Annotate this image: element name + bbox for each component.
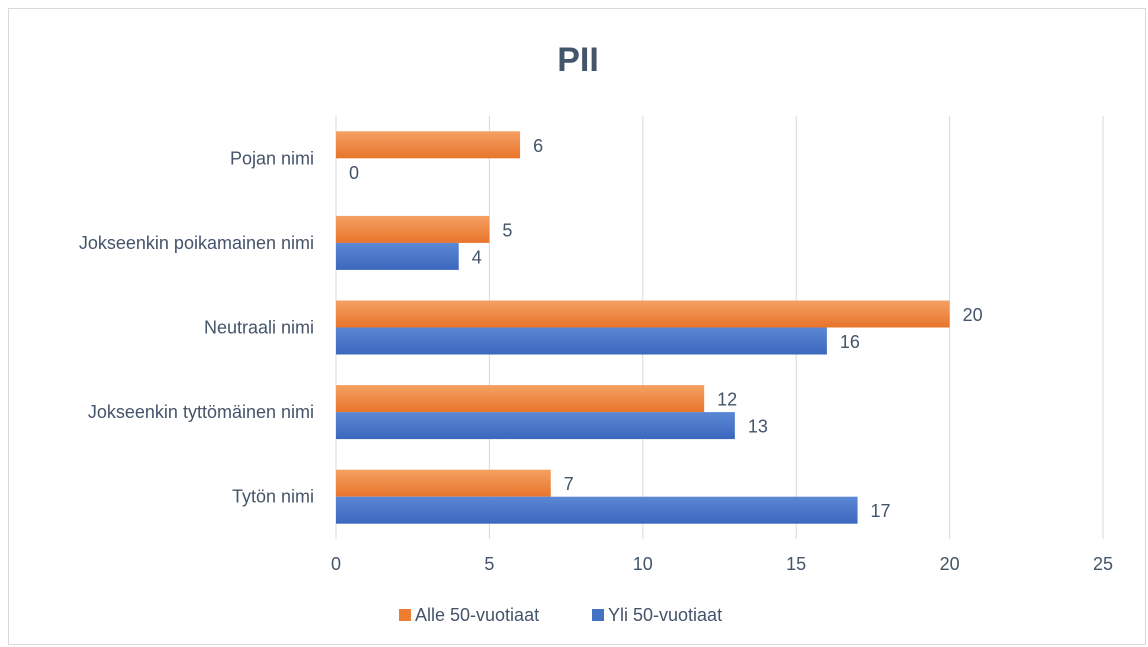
category-label: Tytön nimi — [232, 487, 314, 507]
x-tick-label: 5 — [484, 554, 494, 574]
bar-chart: PII 0 5 10 15 20 25 Pojan nimi 6 0 Jokseenkin poi… — [79, 41, 1113, 625]
data-label: 13 — [748, 417, 768, 437]
x-tick-label: 20 — [940, 554, 960, 574]
chart-area: PII 0 5 10 15 20 25 Pojan nimi 6 0 Jokseenkin poi… — [8, 8, 1146, 645]
bar — [336, 215, 490, 243]
category-label: Jokseenkin tyttömäinen nimi — [88, 402, 314, 422]
bar — [336, 496, 858, 524]
bar — [336, 385, 705, 413]
legend-swatch — [592, 609, 604, 621]
data-label: 5 — [502, 220, 512, 240]
x-tick-label: 10 — [633, 554, 653, 574]
x-tick-label: 0 — [331, 554, 341, 574]
bar — [336, 469, 551, 497]
legend-label: Yli 50-vuotiaat — [608, 605, 722, 625]
bar — [336, 242, 459, 270]
x-tick-label: 25 — [1093, 554, 1113, 574]
bar — [336, 327, 827, 355]
bar — [336, 300, 950, 328]
bar — [336, 412, 735, 440]
data-label: 16 — [840, 332, 860, 352]
data-label: 12 — [717, 390, 737, 410]
category-label: Jokseenkin poikamainen nimi — [79, 233, 314, 253]
bar — [336, 131, 521, 159]
category-label: Neutraali nimi — [204, 318, 314, 338]
category-label: Pojan nimi — [230, 148, 314, 168]
data-label: 7 — [564, 474, 574, 494]
data-label: 20 — [963, 305, 983, 325]
data-label: 17 — [871, 501, 891, 521]
chart-title: PII — [557, 41, 599, 79]
x-tick-label: 15 — [786, 554, 806, 574]
legend-label: Alle 50-vuotiaat — [415, 605, 539, 625]
data-label: 0 — [349, 163, 359, 183]
legend-swatch — [399, 609, 411, 621]
data-label: 4 — [472, 247, 482, 267]
data-label: 6 — [533, 136, 543, 156]
